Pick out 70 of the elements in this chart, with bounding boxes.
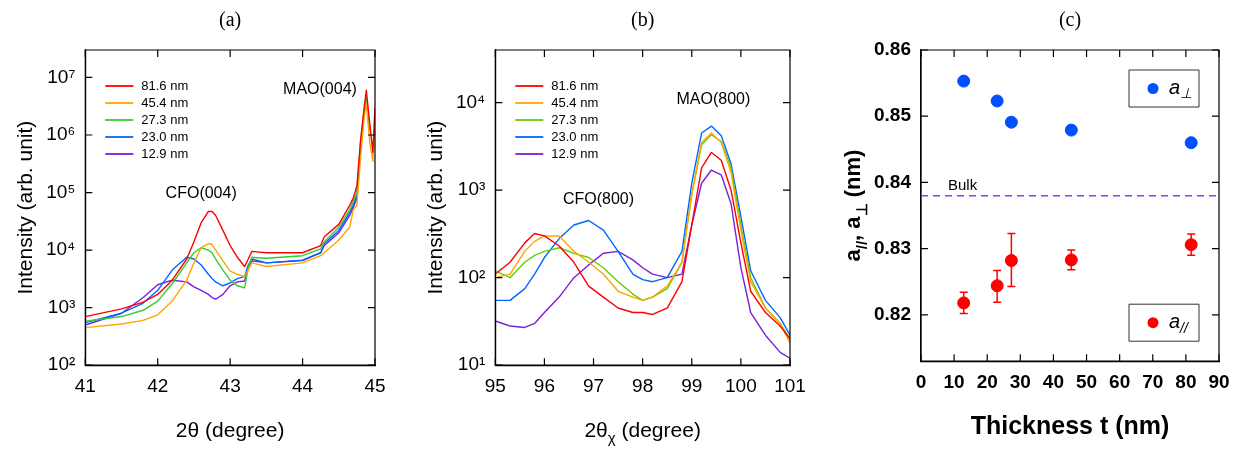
legend-label: 45.4 nm bbox=[551, 94, 599, 110]
legend-label: 27.3 nm bbox=[141, 111, 189, 127]
annotation: MAO(800) bbox=[676, 89, 751, 107]
annotation: CFO(004) bbox=[165, 184, 237, 202]
x-tick-label: 0 bbox=[915, 370, 927, 392]
x-tick-label: 99 bbox=[681, 374, 703, 396]
y-axis-title: Intensity (arb. unit) bbox=[13, 120, 36, 295]
x-axis-title: Thickness t (nm) bbox=[970, 411, 1170, 439]
y-tick-label: 10² bbox=[47, 353, 76, 375]
y-tick-label: 10⁴ bbox=[45, 238, 76, 260]
ref-line-label: Bulk bbox=[947, 175, 978, 193]
point bbox=[957, 296, 971, 310]
x-tick-label: 43 bbox=[219, 374, 241, 396]
chart-title: (a) bbox=[219, 8, 242, 31]
y-tick-label: 10³ bbox=[47, 295, 76, 317]
point bbox=[1064, 123, 1078, 137]
x-tick-label: 70 bbox=[1142, 370, 1164, 392]
x-tick-label: 97 bbox=[582, 374, 605, 396]
legend-label: 45.4 nm bbox=[141, 94, 189, 110]
chart-title: (c) bbox=[1058, 8, 1082, 31]
x-tick-label: 30 bbox=[1009, 370, 1031, 392]
point bbox=[1064, 253, 1078, 267]
legend-label: 12.9 nm bbox=[141, 145, 189, 161]
legend-label: 27.3 nm bbox=[551, 111, 599, 127]
y-tick-label: 0.86 bbox=[874, 38, 911, 60]
x-tick-label: 50 bbox=[1075, 370, 1098, 392]
y-tick-label: 0.84 bbox=[874, 170, 912, 192]
legend-label: 23.0 nm bbox=[141, 128, 189, 144]
annotation: MAO(004) bbox=[283, 80, 357, 98]
y-axis-title: a//, a⊥ (nm) bbox=[840, 149, 870, 262]
y-tick-label: 0.85 bbox=[874, 104, 912, 126]
x-tick-label: 80 bbox=[1175, 370, 1197, 392]
point bbox=[990, 94, 1004, 108]
x-tick-label: 60 bbox=[1109, 370, 1131, 392]
legend-label: 23.0 nm bbox=[551, 128, 599, 144]
x-tick-label: 90 bbox=[1208, 370, 1230, 392]
point bbox=[1184, 136, 1198, 150]
y-tick-label: 10¹ bbox=[457, 353, 486, 375]
x-tick-label: 98 bbox=[632, 374, 654, 396]
y-tick-label: 0.82 bbox=[874, 303, 911, 325]
x-axis-title: 2θ (degree) bbox=[175, 418, 285, 441]
x-tick-label: 45 bbox=[364, 374, 386, 396]
x-tick-label: 10 bbox=[943, 370, 965, 392]
x-tick-label: 95 bbox=[484, 374, 506, 396]
x-tick-label: 41 bbox=[74, 374, 96, 396]
annotation: CFO(800) bbox=[562, 190, 635, 208]
chart-title: (b) bbox=[630, 8, 655, 31]
y-tick-label: 10³ bbox=[457, 178, 486, 200]
legend-label: a// bbox=[1169, 310, 1191, 336]
x-tick-label: 101 bbox=[774, 374, 806, 396]
y-tick-label: 10⁷ bbox=[47, 65, 76, 87]
x-tick-label: 20 bbox=[976, 370, 998, 392]
y-tick-label: 10⁶ bbox=[46, 123, 76, 145]
y-axis-title: Intensity (arb. unit) bbox=[423, 120, 446, 295]
x-tick-label: 100 bbox=[725, 374, 757, 396]
x-tick-label: 44 bbox=[292, 374, 314, 396]
point bbox=[957, 74, 971, 88]
y-tick-label: 0.83 bbox=[874, 236, 911, 258]
legend-label: a⊥ bbox=[1169, 76, 1193, 102]
y-tick-label: 10⁵ bbox=[46, 180, 76, 202]
x-tick-label: 96 bbox=[533, 374, 555, 396]
point bbox=[1004, 254, 1018, 268]
legend-label: 12.9 nm bbox=[551, 145, 599, 161]
y-tick-label: 10² bbox=[457, 265, 486, 287]
x-tick-label: 42 bbox=[147, 374, 169, 396]
y-tick-label: 10⁴ bbox=[455, 90, 486, 112]
legend-label: 81.6 nm bbox=[141, 77, 189, 93]
legend-label: 81.6 nm bbox=[551, 77, 599, 93]
point bbox=[1004, 115, 1018, 129]
x-tick-label: 40 bbox=[1042, 370, 1064, 392]
